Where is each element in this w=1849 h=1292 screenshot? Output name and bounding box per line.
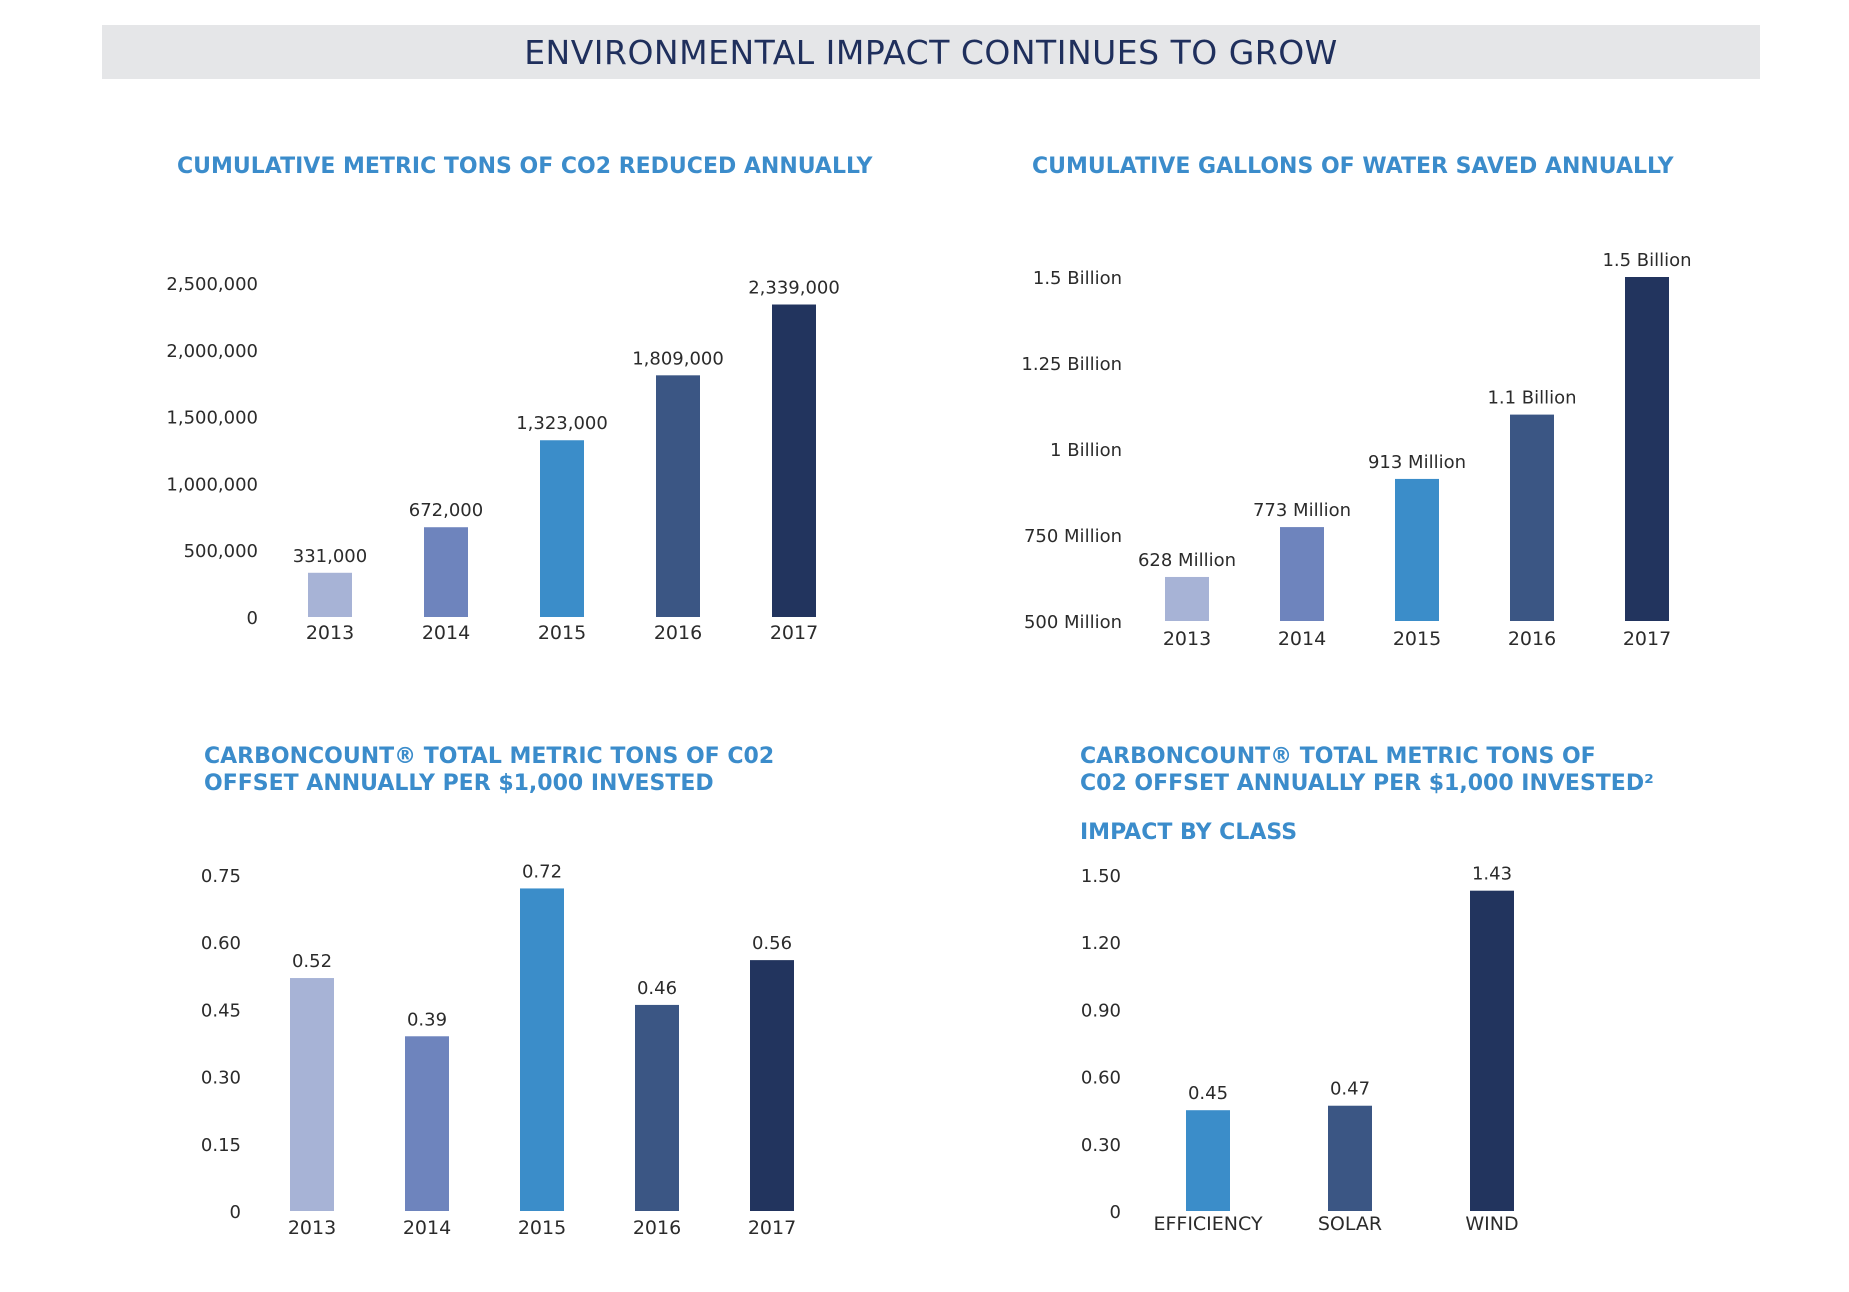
carbon-chart-title: CARBONCOUNT® TOTAL METRIC TONS OF C02 OF… xyxy=(204,743,774,797)
page-header-banner: ENVIRONMENTAL IMPACT CONTINUES TO GROW xyxy=(102,25,1760,79)
co2-ytick-label: 0 xyxy=(247,608,258,629)
carbon-category-label: 2015 xyxy=(518,1217,566,1239)
water-ytick-label: 1.25 Billion xyxy=(1021,354,1122,375)
water-ytick-label: 500 Million xyxy=(1024,612,1122,633)
carbon-bar-2014 xyxy=(405,1036,449,1211)
co2-ytick-label: 2,000,000 xyxy=(166,341,258,362)
carbon-bar-2013 xyxy=(290,978,334,1211)
co2-ytick-label: 2,500,000 xyxy=(166,274,258,295)
co2-bar-2013 xyxy=(308,572,352,617)
carbon-data-label: 0.39 xyxy=(407,1009,447,1030)
co2-data-label: 2,339,000 xyxy=(748,278,840,299)
carbon-data-label: 0.52 xyxy=(292,951,332,972)
carbon-chart-title-line-2: OFFSET ANNUALLY PER $1,000 INVESTED xyxy=(204,771,714,796)
water-category-label: 2013 xyxy=(1163,628,1211,650)
class-bar-solar xyxy=(1328,1105,1372,1211)
class-chart-title-line-2: C02 OFFSET ANNUALLY PER $1,000 INVESTED² xyxy=(1080,771,1654,796)
water-bar-2015 xyxy=(1395,478,1439,621)
carbon-ytick-label: 0 xyxy=(230,1202,241,1223)
water-data-label: 1.1 Billion xyxy=(1487,388,1576,409)
class-ytick-label: 1.20 xyxy=(1081,933,1121,954)
class-chart-title-line-1: CARBONCOUNT® TOTAL METRIC TONS OF xyxy=(1080,744,1596,769)
carbon-bar-2015 xyxy=(520,888,564,1211)
class-category-label: EFFICIENCY xyxy=(1153,1213,1262,1235)
water-data-label: 913 Million xyxy=(1368,452,1466,473)
water-bar-2013 xyxy=(1165,576,1209,621)
co2-category-label: 2013 xyxy=(306,622,354,644)
class-ytick-label: 0.60 xyxy=(1081,1068,1121,1089)
carbon-data-label: 0.46 xyxy=(637,978,677,999)
co2-ytick-label: 1,000,000 xyxy=(166,474,258,495)
class-data-label: 0.47 xyxy=(1330,1079,1370,1100)
water-category-label: 2016 xyxy=(1508,628,1556,650)
co2-data-label: 1,323,000 xyxy=(516,413,608,434)
class-bar-efficiency xyxy=(1186,1110,1230,1211)
water-data-label: 1.5 Billion xyxy=(1602,250,1691,271)
co2-ytick-label: 1,500,000 xyxy=(166,408,258,429)
carbon-bar-2017 xyxy=(750,960,794,1211)
page-title: ENVIRONMENTAL IMPACT CONTINUES TO GROW xyxy=(524,32,1338,72)
water-bar-2014 xyxy=(1280,527,1324,621)
water-category-label: 2015 xyxy=(1393,628,1441,650)
co2-category-label: 2016 xyxy=(654,622,702,644)
class-data-label: 0.45 xyxy=(1188,1083,1228,1104)
water-category-label: 2014 xyxy=(1278,628,1326,650)
water-bar-2017 xyxy=(1625,277,1669,621)
carbon-ytick-label: 0.60 xyxy=(201,933,241,954)
co2-category-label: 2015 xyxy=(538,622,586,644)
class-bar-wind xyxy=(1470,890,1514,1211)
water-ytick-label: 1 Billion xyxy=(1050,440,1122,461)
water-ytick-label: 1.5 Billion xyxy=(1033,268,1122,289)
carbon-chart-title-line-1: CARBONCOUNT® TOTAL METRIC TONS OF C02 xyxy=(204,744,775,769)
class-category-label: WIND xyxy=(1465,1213,1518,1235)
water-ytick-label: 750 Million xyxy=(1024,526,1122,547)
co2-bar-2017 xyxy=(772,304,816,617)
water-chart-title-line: CUMULATIVE GALLONS OF WATER SAVED ANNUAL… xyxy=(1032,154,1674,179)
water-bar-2016 xyxy=(1510,414,1554,621)
co2-bar-2014 xyxy=(424,527,468,617)
water-data-label: 628 Million xyxy=(1138,550,1236,571)
class-ytick-label: 1.50 xyxy=(1081,866,1121,887)
class-ytick-label: 0.90 xyxy=(1081,1000,1121,1021)
carbon-data-label: 0.56 xyxy=(752,933,792,954)
carbon-category-label: 2014 xyxy=(403,1217,451,1239)
carbon-data-label: 0.72 xyxy=(522,861,562,882)
class-category-label: SOLAR xyxy=(1318,1213,1382,1235)
class-data-label: 1.43 xyxy=(1472,864,1512,885)
co2-chart-title-line: CUMULATIVE METRIC TONS OF CO2 REDUCED AN… xyxy=(177,154,873,179)
co2-ytick-label: 500,000 xyxy=(184,541,258,562)
carbon-ytick-label: 0.45 xyxy=(201,1000,241,1021)
co2-data-label: 672,000 xyxy=(409,500,483,521)
water-data-label: 773 Million xyxy=(1253,500,1351,521)
carbon-category-label: 2013 xyxy=(288,1217,336,1239)
carbon-ytick-label: 0.30 xyxy=(201,1068,241,1089)
co2-bar-2015 xyxy=(540,440,584,617)
co2-data-label: 1,809,000 xyxy=(632,348,724,369)
water-category-label: 2017 xyxy=(1623,628,1671,650)
carbon-ytick-label: 0.75 xyxy=(201,866,241,887)
class-ytick-label: 0.30 xyxy=(1081,1135,1121,1156)
carbon-category-label: 2017 xyxy=(748,1217,796,1239)
co2-category-label: 2014 xyxy=(422,622,470,644)
co2-bar-2016 xyxy=(656,375,700,617)
carbon-category-label: 2016 xyxy=(633,1217,681,1239)
water-chart-title: CUMULATIVE GALLONS OF WATER SAVED ANNUAL… xyxy=(1032,153,1674,180)
co2-chart-title: CUMULATIVE METRIC TONS OF CO2 REDUCED AN… xyxy=(177,153,873,180)
class-chart-subtitle: IMPACT BY CLASS xyxy=(1080,820,1298,845)
carbon-bar-2016 xyxy=(635,1004,679,1211)
class-ytick-label: 0 xyxy=(1110,1202,1121,1223)
class-chart-title: CARBONCOUNT® TOTAL METRIC TONS OF C02 OF… xyxy=(1080,743,1654,797)
carbon-ytick-label: 0.15 xyxy=(201,1135,241,1156)
co2-category-label: 2017 xyxy=(770,622,818,644)
co2-data-label: 331,000 xyxy=(293,546,367,567)
